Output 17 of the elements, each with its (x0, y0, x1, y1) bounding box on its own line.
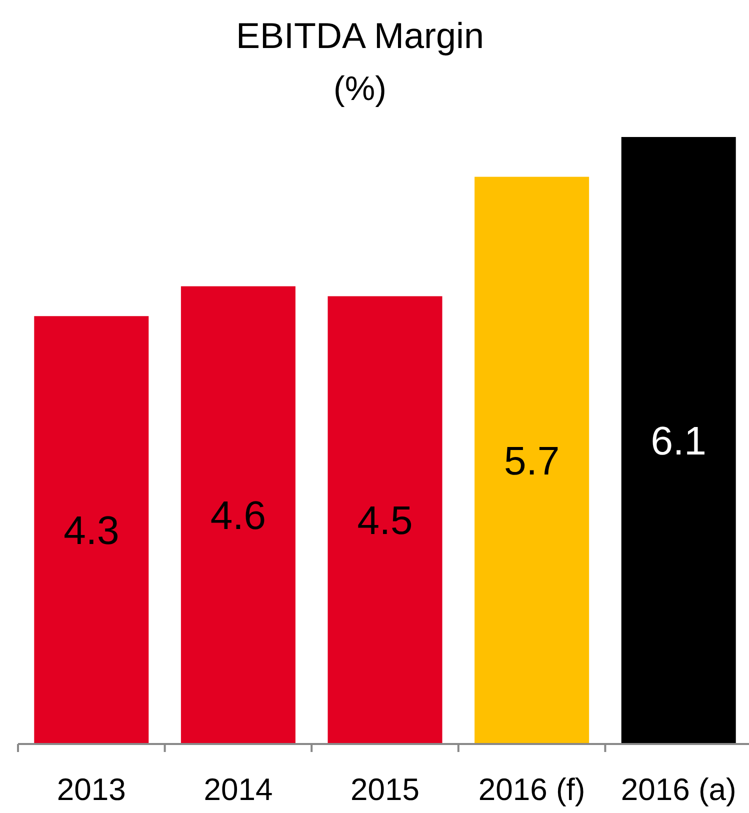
data-label: 4.6 (210, 494, 266, 538)
bar (621, 137, 736, 744)
data-label: 4.3 (64, 509, 120, 554)
bar (328, 296, 442, 744)
chart-subtitle: (%) (334, 70, 386, 108)
x-tick-label: 2014 (204, 772, 273, 808)
bar (180, 286, 296, 744)
data-label: 4.5 (357, 499, 413, 544)
chart-title: EBITDA Margin (236, 15, 484, 56)
data-label: 5.7 (504, 439, 560, 484)
x-tick-label: 2015 (350, 772, 420, 808)
x-tick-label: 2016 (a) (620, 772, 736, 808)
data-label: 6.1 (650, 420, 706, 464)
bar (474, 176, 590, 744)
x-tick-label: 2016 (f) (478, 772, 586, 808)
bar (34, 316, 149, 744)
x-tick-label: 2013 (56, 772, 126, 808)
